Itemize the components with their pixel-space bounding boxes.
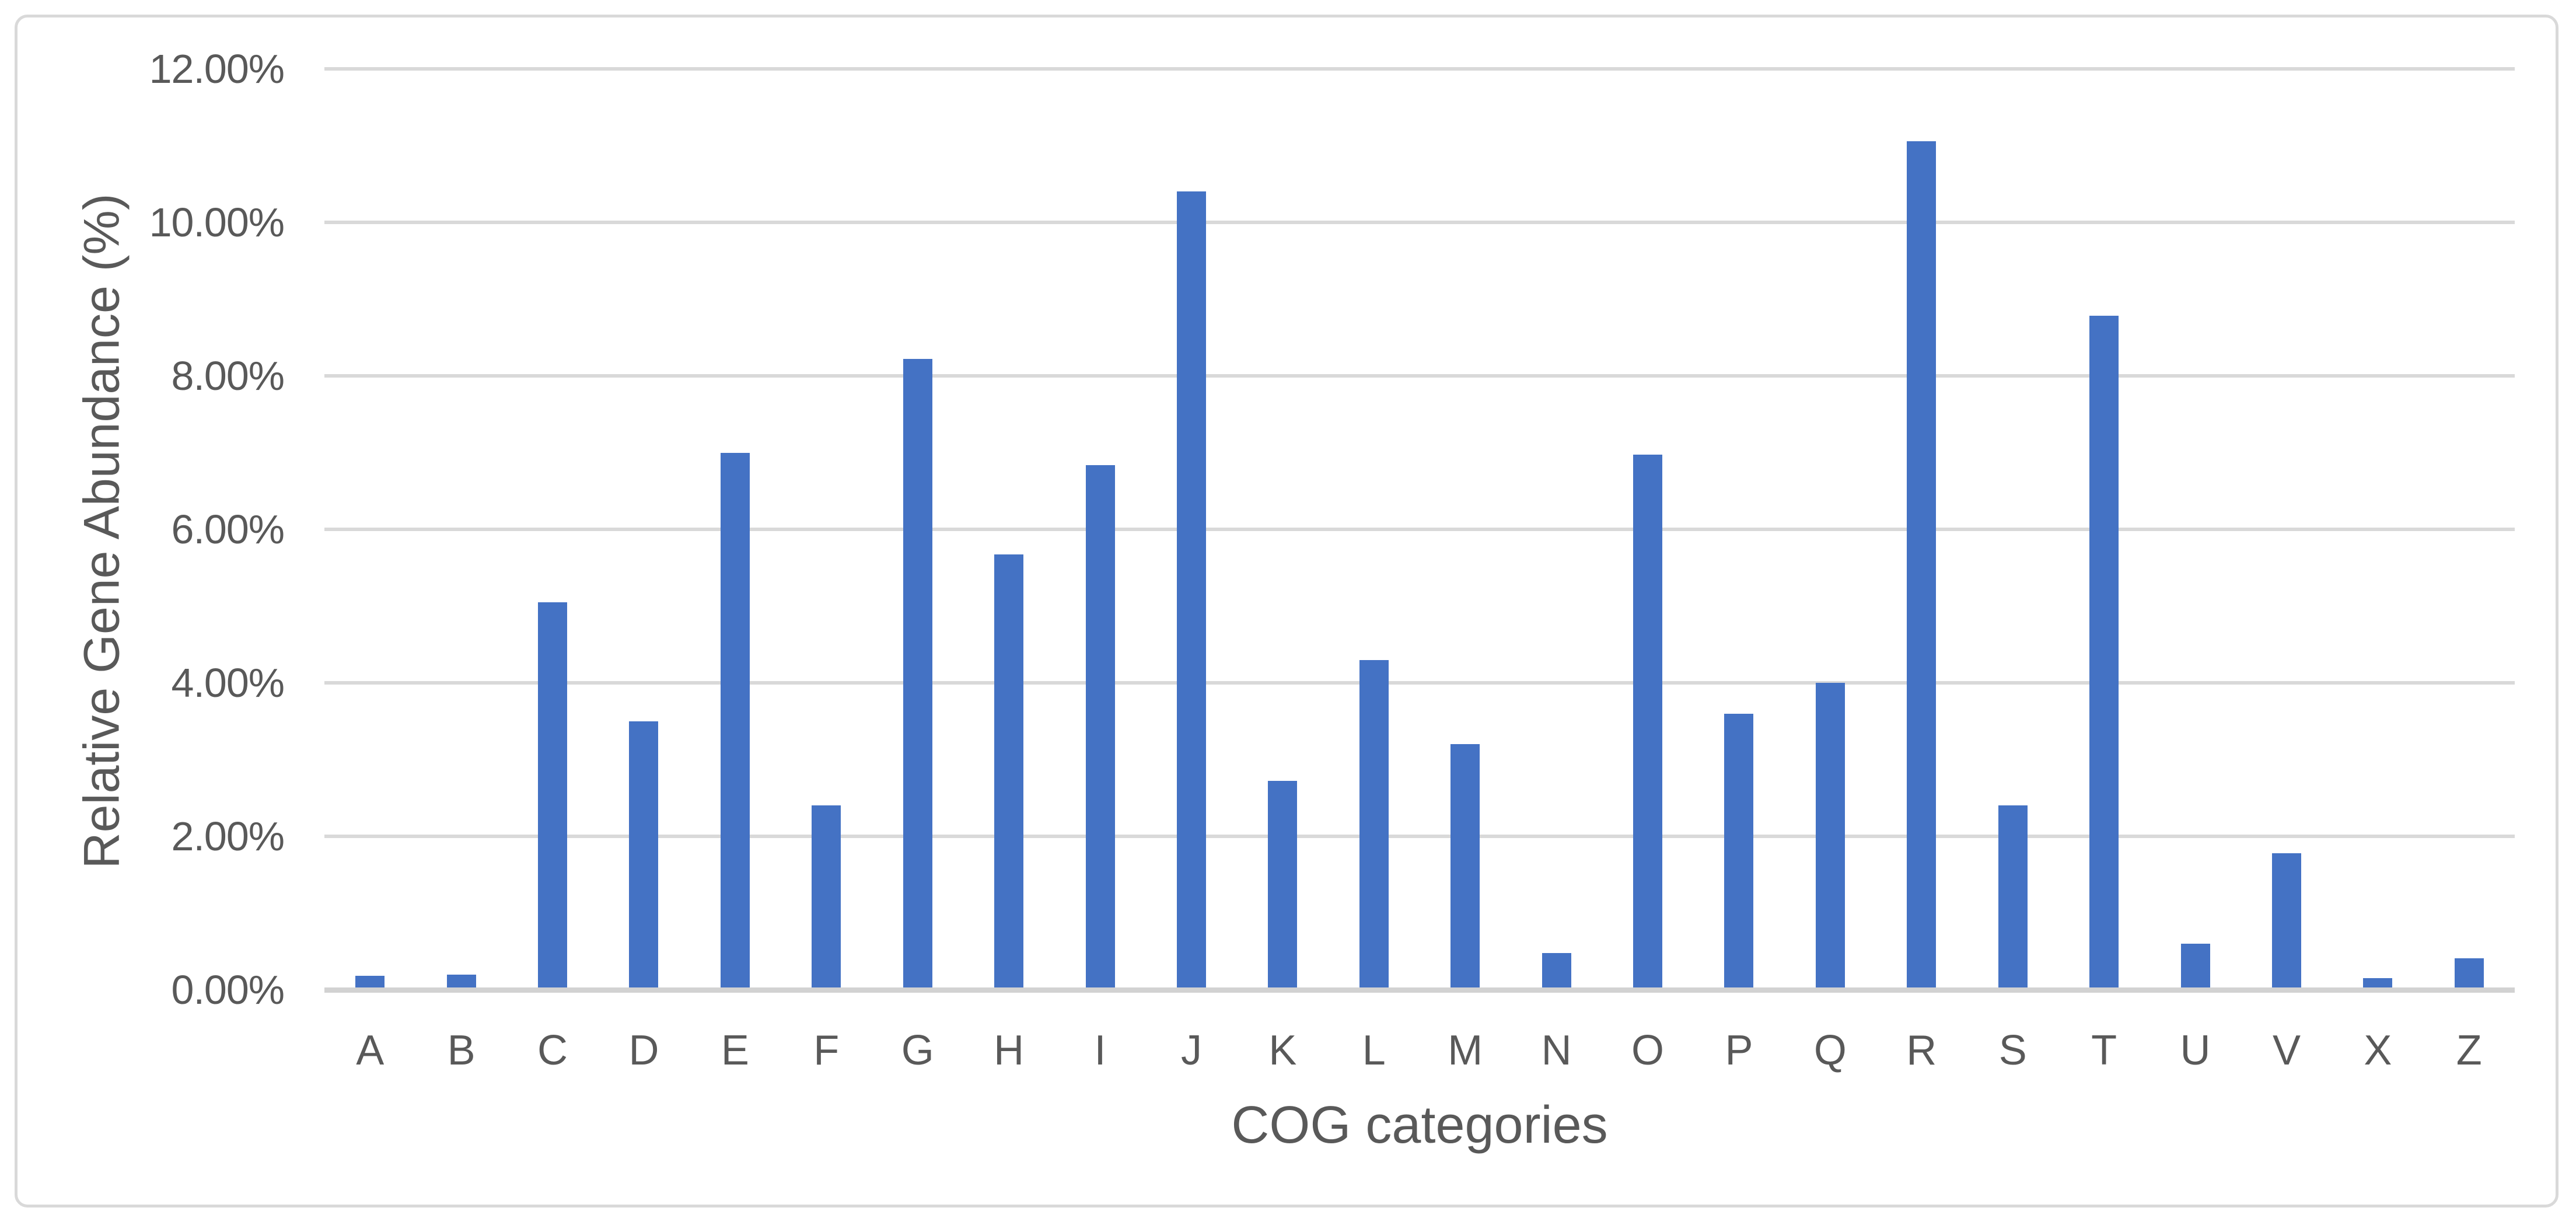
gridline-12.00% bbox=[324, 67, 2515, 71]
gridline-4.00% bbox=[324, 681, 2515, 685]
x-category-label-S: S bbox=[1998, 1027, 2027, 1074]
bar-Z bbox=[2454, 958, 2484, 990]
bar-G bbox=[903, 359, 932, 990]
bar-H bbox=[994, 554, 1024, 990]
x-axis-title: COG categories bbox=[1231, 1096, 1608, 1154]
bar-C bbox=[538, 602, 568, 990]
x-category-label-V: V bbox=[2272, 1027, 2301, 1074]
bar-V bbox=[2271, 853, 2301, 990]
bar-B bbox=[446, 974, 476, 990]
y-tick-label: 2.00% bbox=[171, 814, 285, 859]
y-tick-label: 10.00% bbox=[149, 200, 285, 245]
x-category-label-A: A bbox=[356, 1027, 385, 1074]
x-category-label-U: U bbox=[2180, 1027, 2211, 1074]
bar-I bbox=[1085, 465, 1115, 990]
bar-J bbox=[1176, 191, 1206, 990]
x-category-label-Z: Z bbox=[2456, 1027, 2482, 1074]
x-category-label-G: G bbox=[901, 1027, 934, 1074]
bar-A bbox=[355, 976, 385, 990]
x-category-label-R: R bbox=[1906, 1027, 1937, 1074]
gridline-6.00% bbox=[324, 528, 2515, 531]
x-category-label-P: P bbox=[1725, 1027, 1753, 1074]
bar-F bbox=[812, 805, 841, 990]
bar-N bbox=[1542, 952, 1571, 990]
x-category-label-H: H bbox=[994, 1027, 1025, 1074]
x-category-label-J: J bbox=[1180, 1027, 1202, 1074]
x-category-label-B: B bbox=[447, 1027, 476, 1074]
bar-Q bbox=[1815, 683, 1845, 990]
x-axis-line bbox=[324, 987, 2515, 993]
x-category-label-I: I bbox=[1094, 1027, 1106, 1074]
x-category-label-D: D bbox=[628, 1027, 659, 1074]
x-category-label-E: E bbox=[721, 1027, 749, 1074]
x-category-label-Q: Q bbox=[1813, 1027, 1847, 1074]
bar-P bbox=[1724, 713, 1754, 990]
bar-T bbox=[2089, 316, 2119, 990]
gridline-2.00% bbox=[324, 835, 2515, 838]
bar-M bbox=[1450, 744, 1480, 990]
bar-L bbox=[1359, 659, 1389, 990]
bar-R bbox=[1907, 141, 1937, 990]
x-category-label-X: X bbox=[2364, 1027, 2392, 1074]
x-category-label-F: F bbox=[813, 1027, 840, 1074]
bar-X bbox=[2363, 978, 2393, 990]
x-category-label-C: C bbox=[537, 1027, 568, 1074]
x-category-label-T: T bbox=[2091, 1027, 2117, 1074]
bar-K bbox=[1268, 781, 1298, 990]
y-tick-label: 8.00% bbox=[171, 353, 285, 399]
bar-E bbox=[720, 452, 750, 990]
y-tick-label: 12.00% bbox=[149, 46, 285, 92]
x-category-label-N: N bbox=[1541, 1027, 1572, 1074]
bar-D bbox=[629, 721, 659, 990]
x-category-label-O: O bbox=[1631, 1027, 1665, 1074]
gridline-8.00% bbox=[324, 374, 2515, 378]
chart-border bbox=[15, 15, 2558, 1207]
x-category-label-L: L bbox=[1362, 1027, 1386, 1074]
bar-U bbox=[2180, 944, 2210, 990]
gridline-10.00% bbox=[324, 221, 2515, 224]
bar-S bbox=[1998, 805, 2028, 990]
y-tick-label: 6.00% bbox=[171, 507, 285, 552]
bar-O bbox=[1633, 455, 1663, 990]
x-category-label-K: K bbox=[1268, 1027, 1297, 1074]
y-tick-label: 4.00% bbox=[171, 660, 285, 706]
x-category-label-M: M bbox=[1448, 1027, 1483, 1074]
y-tick-label: 0.00% bbox=[171, 967, 285, 1013]
